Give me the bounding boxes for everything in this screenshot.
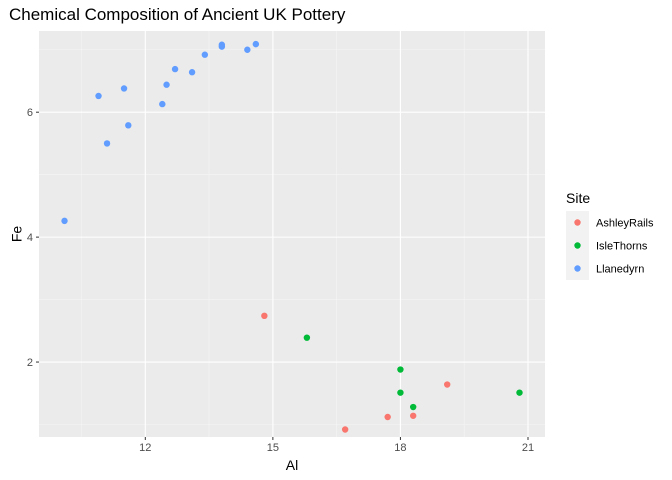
y-axis-title: Fe bbox=[9, 226, 25, 243]
chart-title: Chemical Composition of Ancient UK Potte… bbox=[9, 5, 346, 24]
legend-label: Llanedyrn bbox=[596, 264, 644, 276]
data-point bbox=[397, 389, 404, 396]
data-point bbox=[303, 334, 311, 341]
x-axis-title: Al bbox=[286, 457, 298, 473]
data-point bbox=[188, 69, 196, 76]
data-point bbox=[201, 51, 209, 58]
data-point bbox=[61, 217, 68, 225]
x-axis-ticks: 12 15 18 21 bbox=[139, 437, 534, 454]
legend-key-llanedyrn bbox=[574, 265, 581, 272]
data-point bbox=[95, 92, 102, 100]
data-point bbox=[444, 381, 451, 388]
data-point bbox=[397, 366, 404, 373]
data-point bbox=[103, 140, 111, 147]
data-point bbox=[163, 81, 170, 88]
points-layer bbox=[61, 40, 523, 433]
data-point bbox=[341, 426, 349, 433]
x-tick-label: 15 bbox=[267, 442, 279, 454]
data-point bbox=[218, 41, 226, 48]
data-point bbox=[384, 413, 391, 421]
legend-key-ashleyrails bbox=[574, 219, 581, 226]
data-point bbox=[120, 85, 128, 92]
grid-major bbox=[39, 31, 545, 437]
data-point bbox=[409, 403, 417, 411]
x-tick-label: 12 bbox=[139, 442, 151, 454]
data-point bbox=[159, 100, 166, 108]
y-tick-label: 2 bbox=[27, 357, 33, 369]
x-tick-label: 18 bbox=[394, 442, 406, 454]
legend: Site AshleyRails IsleThorns Llanedyrn bbox=[566, 190, 654, 280]
legend-label: IsleThorns bbox=[596, 241, 648, 253]
data-point bbox=[516, 389, 523, 396]
data-point bbox=[171, 65, 179, 73]
data-point bbox=[244, 46, 251, 53]
data-point bbox=[252, 40, 260, 48]
legend-label: AshleyRails bbox=[596, 218, 654, 230]
legend-key-islethorns bbox=[574, 242, 581, 249]
x-tick-label: 21 bbox=[522, 442, 534, 454]
plot-panel bbox=[39, 31, 545, 437]
legend-title: Site bbox=[566, 190, 590, 206]
y-axis-ticks: 2 4 6 bbox=[27, 107, 39, 369]
grid-minor bbox=[39, 31, 545, 437]
y-tick-label: 6 bbox=[27, 107, 33, 119]
data-point bbox=[261, 312, 268, 320]
y-tick-label: 4 bbox=[27, 232, 33, 244]
data-point bbox=[125, 122, 132, 129]
data-point bbox=[409, 412, 417, 419]
